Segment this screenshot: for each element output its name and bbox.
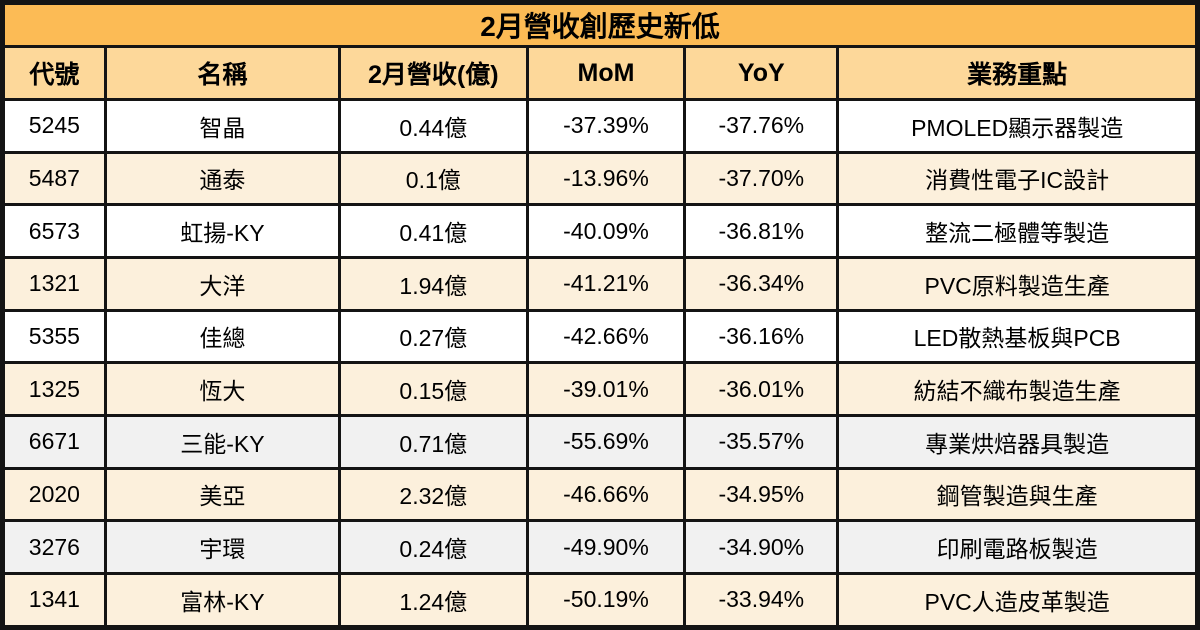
cell-name: 智晶 — [103, 98, 341, 154]
cell-mom: -50.19% — [525, 571, 687, 630]
title-row: 2月營收創歷史新低 — [1, 1, 1199, 48]
cell-yoy: -36.34% — [683, 255, 840, 312]
cell-code: 5355 — [1, 308, 107, 365]
table-row: 3276 宇環 0.24億 -49.90% -34.90% 印刷電路板製造 — [1, 519, 1199, 575]
cell-name: 三能-KY — [103, 413, 341, 470]
column-header-name: 名稱 — [103, 45, 341, 101]
cell-revenue: 1.94億 — [337, 255, 529, 312]
table-row: 2020 美亞 2.32億 -46.66% -34.95% 鋼管製造與生產 — [1, 466, 1199, 523]
table-row: 5355 佳總 0.27億 -42.66% -36.16% LED散熱基板與PCB — [1, 308, 1199, 365]
cell-code: 1325 — [1, 361, 107, 417]
cell-focus: PVC人造皮革製造 — [836, 571, 1199, 630]
table-row: 6671 三能-KY 0.71億 -55.69% -35.57% 專業烘焙器具製造 — [1, 413, 1199, 470]
cell-code: 1321 — [1, 255, 107, 312]
cell-yoy: -34.95% — [683, 466, 840, 523]
cell-code: 1341 — [1, 571, 107, 630]
cell-focus: 鋼管製造與生產 — [836, 466, 1199, 523]
cell-revenue: 0.44億 — [337, 98, 529, 154]
cell-focus: 整流二極體等製造 — [836, 203, 1199, 259]
cell-revenue: 0.27億 — [337, 308, 529, 365]
cell-name: 美亞 — [103, 466, 341, 523]
cell-mom: -13.96% — [525, 150, 687, 207]
cell-yoy: -35.57% — [683, 413, 840, 470]
cell-focus: 專業烘焙器具製造 — [836, 413, 1199, 470]
column-header-revenue: 2月營收(億) — [337, 45, 529, 101]
column-header-yoy: YoY — [683, 45, 840, 101]
cell-yoy: -36.81% — [683, 203, 840, 259]
cell-revenue: 0.1億 — [337, 150, 529, 207]
column-header-row: 代號 名稱 2月營收(億) MoM YoY 業務重點 — [1, 45, 1199, 101]
table-title: 2月營收創歷史新低 — [1, 1, 1199, 48]
cell-mom: -49.90% — [525, 519, 687, 575]
cell-code: 2020 — [1, 466, 107, 523]
cell-name: 虹揚-KY — [103, 203, 341, 259]
table-row: 5487 通泰 0.1億 -13.96% -37.70% 消費性電子IC設計 — [1, 150, 1199, 207]
table-row: 1325 恆大 0.15億 -39.01% -36.01% 紡結不織布製造生產 — [1, 361, 1199, 417]
cell-code: 6573 — [1, 203, 107, 259]
column-header-mom: MoM — [525, 45, 687, 101]
cell-revenue: 1.24億 — [337, 571, 529, 630]
cell-focus: PMOLED顯示器製造 — [836, 98, 1199, 154]
cell-code: 5487 — [1, 150, 107, 207]
cell-yoy: -36.01% — [683, 361, 840, 417]
cell-yoy: -37.70% — [683, 150, 840, 207]
cell-revenue: 0.15億 — [337, 361, 529, 417]
cell-name: 恆大 — [103, 361, 341, 417]
cell-focus: PVC原料製造生產 — [836, 255, 1199, 312]
cell-name: 大洋 — [103, 255, 341, 312]
cell-focus: LED散熱基板與PCB — [836, 308, 1199, 365]
cell-focus: 消費性電子IC設計 — [836, 150, 1199, 207]
cell-name: 宇環 — [103, 519, 341, 575]
cell-code: 5245 — [1, 98, 107, 154]
cell-focus: 紡結不織布製造生產 — [836, 361, 1199, 417]
cell-mom: -55.69% — [525, 413, 687, 470]
cell-mom: -37.39% — [525, 98, 687, 154]
cell-code: 3276 — [1, 519, 107, 575]
cell-yoy: -34.90% — [683, 519, 840, 575]
cell-name: 通泰 — [103, 150, 341, 207]
cell-mom: -40.09% — [525, 203, 687, 259]
cell-name: 富林-KY — [103, 571, 341, 630]
cell-code: 6671 — [1, 413, 107, 470]
cell-mom: -41.21% — [525, 255, 687, 312]
cell-revenue: 2.32億 — [337, 466, 529, 523]
cell-revenue: 0.41億 — [337, 203, 529, 259]
cell-mom: -46.66% — [525, 466, 687, 523]
cell-yoy: -33.94% — [683, 571, 840, 630]
cell-mom: -42.66% — [525, 308, 687, 365]
cell-yoy: -36.16% — [683, 308, 840, 365]
cell-focus: 印刷電路板製造 — [836, 519, 1199, 575]
cell-revenue: 0.71億 — [337, 413, 529, 470]
table-row: 6573 虹揚-KY 0.41億 -40.09% -36.81% 整流二極體等製造 — [1, 203, 1199, 259]
cell-name: 佳總 — [103, 308, 341, 365]
table-row: 1321 大洋 1.94億 -41.21% -36.34% PVC原料製造生產 — [1, 255, 1199, 312]
column-header-focus: 業務重點 — [836, 45, 1199, 101]
table-row: 1341 富林-KY 1.24億 -50.19% -33.94% PVC人造皮革製造 — [1, 571, 1199, 630]
cell-mom: -39.01% — [525, 361, 687, 417]
cell-revenue: 0.24億 — [337, 519, 529, 575]
table-body: 5245 智晶 0.44億 -37.39% -37.76% PMOLED顯示器製造 5487… — [1, 98, 1199, 630]
table-row: 5245 智晶 0.44億 -37.39% -37.76% PMOLED顯示器製造 — [1, 98, 1199, 154]
column-header-code: 代號 — [1, 45, 107, 101]
cell-yoy: -37.76% — [683, 98, 840, 154]
